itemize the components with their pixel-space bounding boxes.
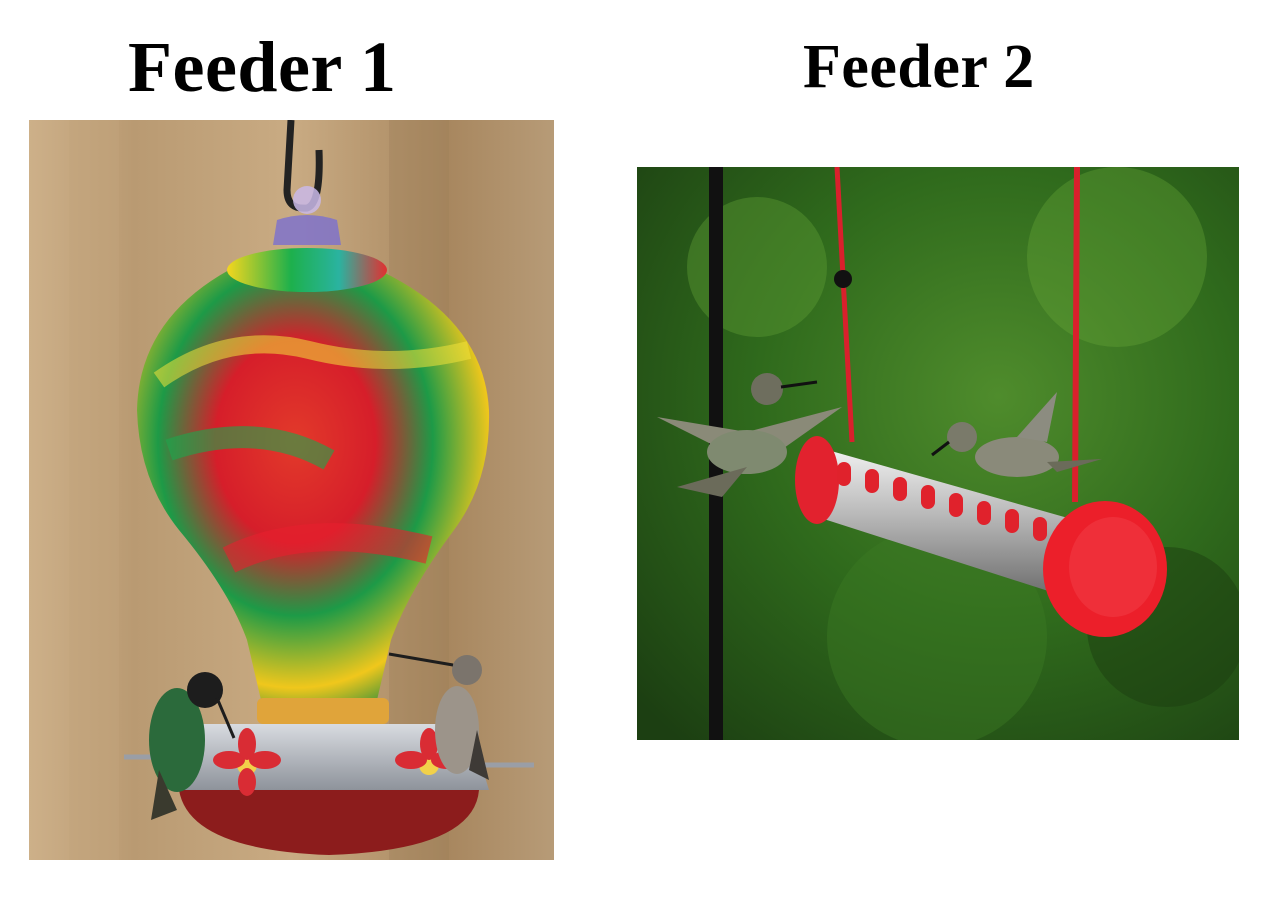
flower-port-icon bbox=[213, 728, 281, 796]
flower-port-icon bbox=[395, 728, 463, 775]
feeder-2-title: Feeder 2 bbox=[803, 33, 1035, 101]
feeder-2-illustration bbox=[637, 167, 1239, 740]
feeder-1-title: Feeder 1 bbox=[128, 27, 397, 107]
feeder-1-illustration bbox=[29, 120, 554, 860]
feeder-2-photo bbox=[637, 167, 1239, 740]
feeder-1-photo bbox=[29, 120, 554, 860]
tube-feeder-body bbox=[795, 436, 1167, 637]
hummingbird-right-icon bbox=[931, 392, 1102, 477]
hummingbird-right-icon bbox=[388, 652, 489, 780]
hummingbird-left-icon bbox=[149, 672, 236, 820]
hummingbird-left-icon bbox=[657, 373, 842, 497]
